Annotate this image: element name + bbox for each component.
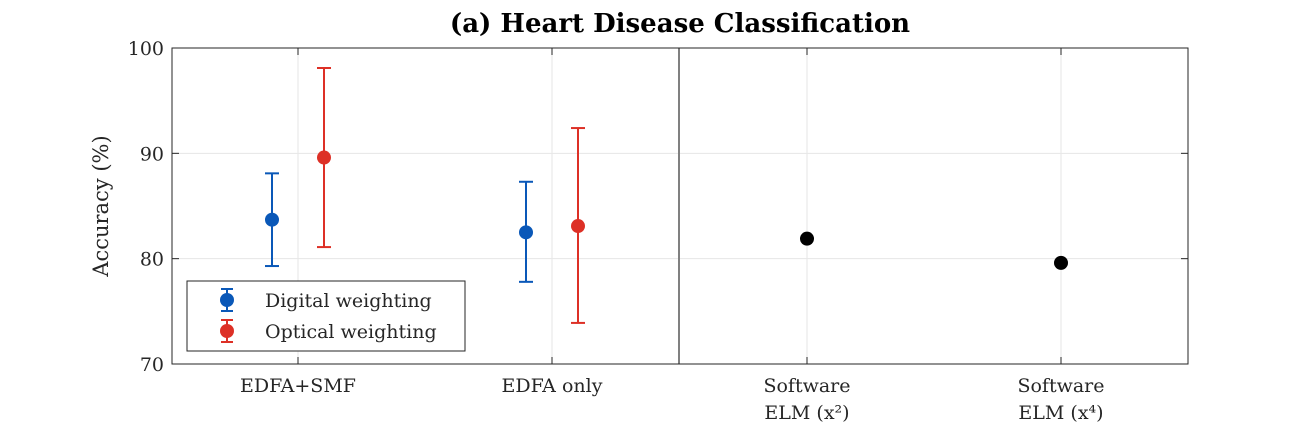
x-tick-label: ELM (x²) [764, 402, 849, 424]
data-point [800, 231, 814, 246]
legend: Digital weighting Optical weighting [186, 280, 466, 352]
y-tick-label: 80 [140, 249, 164, 271]
legend-marker [220, 293, 234, 307]
x-tick-label: EDFA+SMF [240, 375, 356, 397]
legend-label: Optical weighting [265, 321, 437, 343]
data-point [1054, 255, 1068, 270]
legend-label: Digital weighting [265, 290, 432, 312]
legend-marker [220, 324, 234, 338]
data-marks [265, 67, 1068, 324]
legend-box [186, 280, 466, 352]
x-tick-label: ELM (x⁴) [1018, 402, 1103, 424]
x-tick-label: EDFA only [502, 375, 603, 397]
x-tick-label: Software [763, 375, 850, 397]
plot-frame [171, 47, 1189, 365]
chart-title: (a) Heart Disease Classification [450, 9, 910, 39]
tick-labels: 70 80 90 100 EDFA+SMF EDFA only Software ELM (x… [128, 38, 1188, 424]
y-tick-label: 90 [140, 143, 164, 165]
data-point [571, 219, 585, 234]
y-axis-label: Accuracy (%) [89, 135, 113, 277]
data-point [317, 150, 331, 165]
x-tick-label: Software [1017, 375, 1104, 397]
y-tick-label: 70 [140, 354, 164, 376]
data-point [265, 212, 279, 227]
y-tick-label: 100 [128, 38, 164, 60]
data-point [519, 225, 533, 240]
